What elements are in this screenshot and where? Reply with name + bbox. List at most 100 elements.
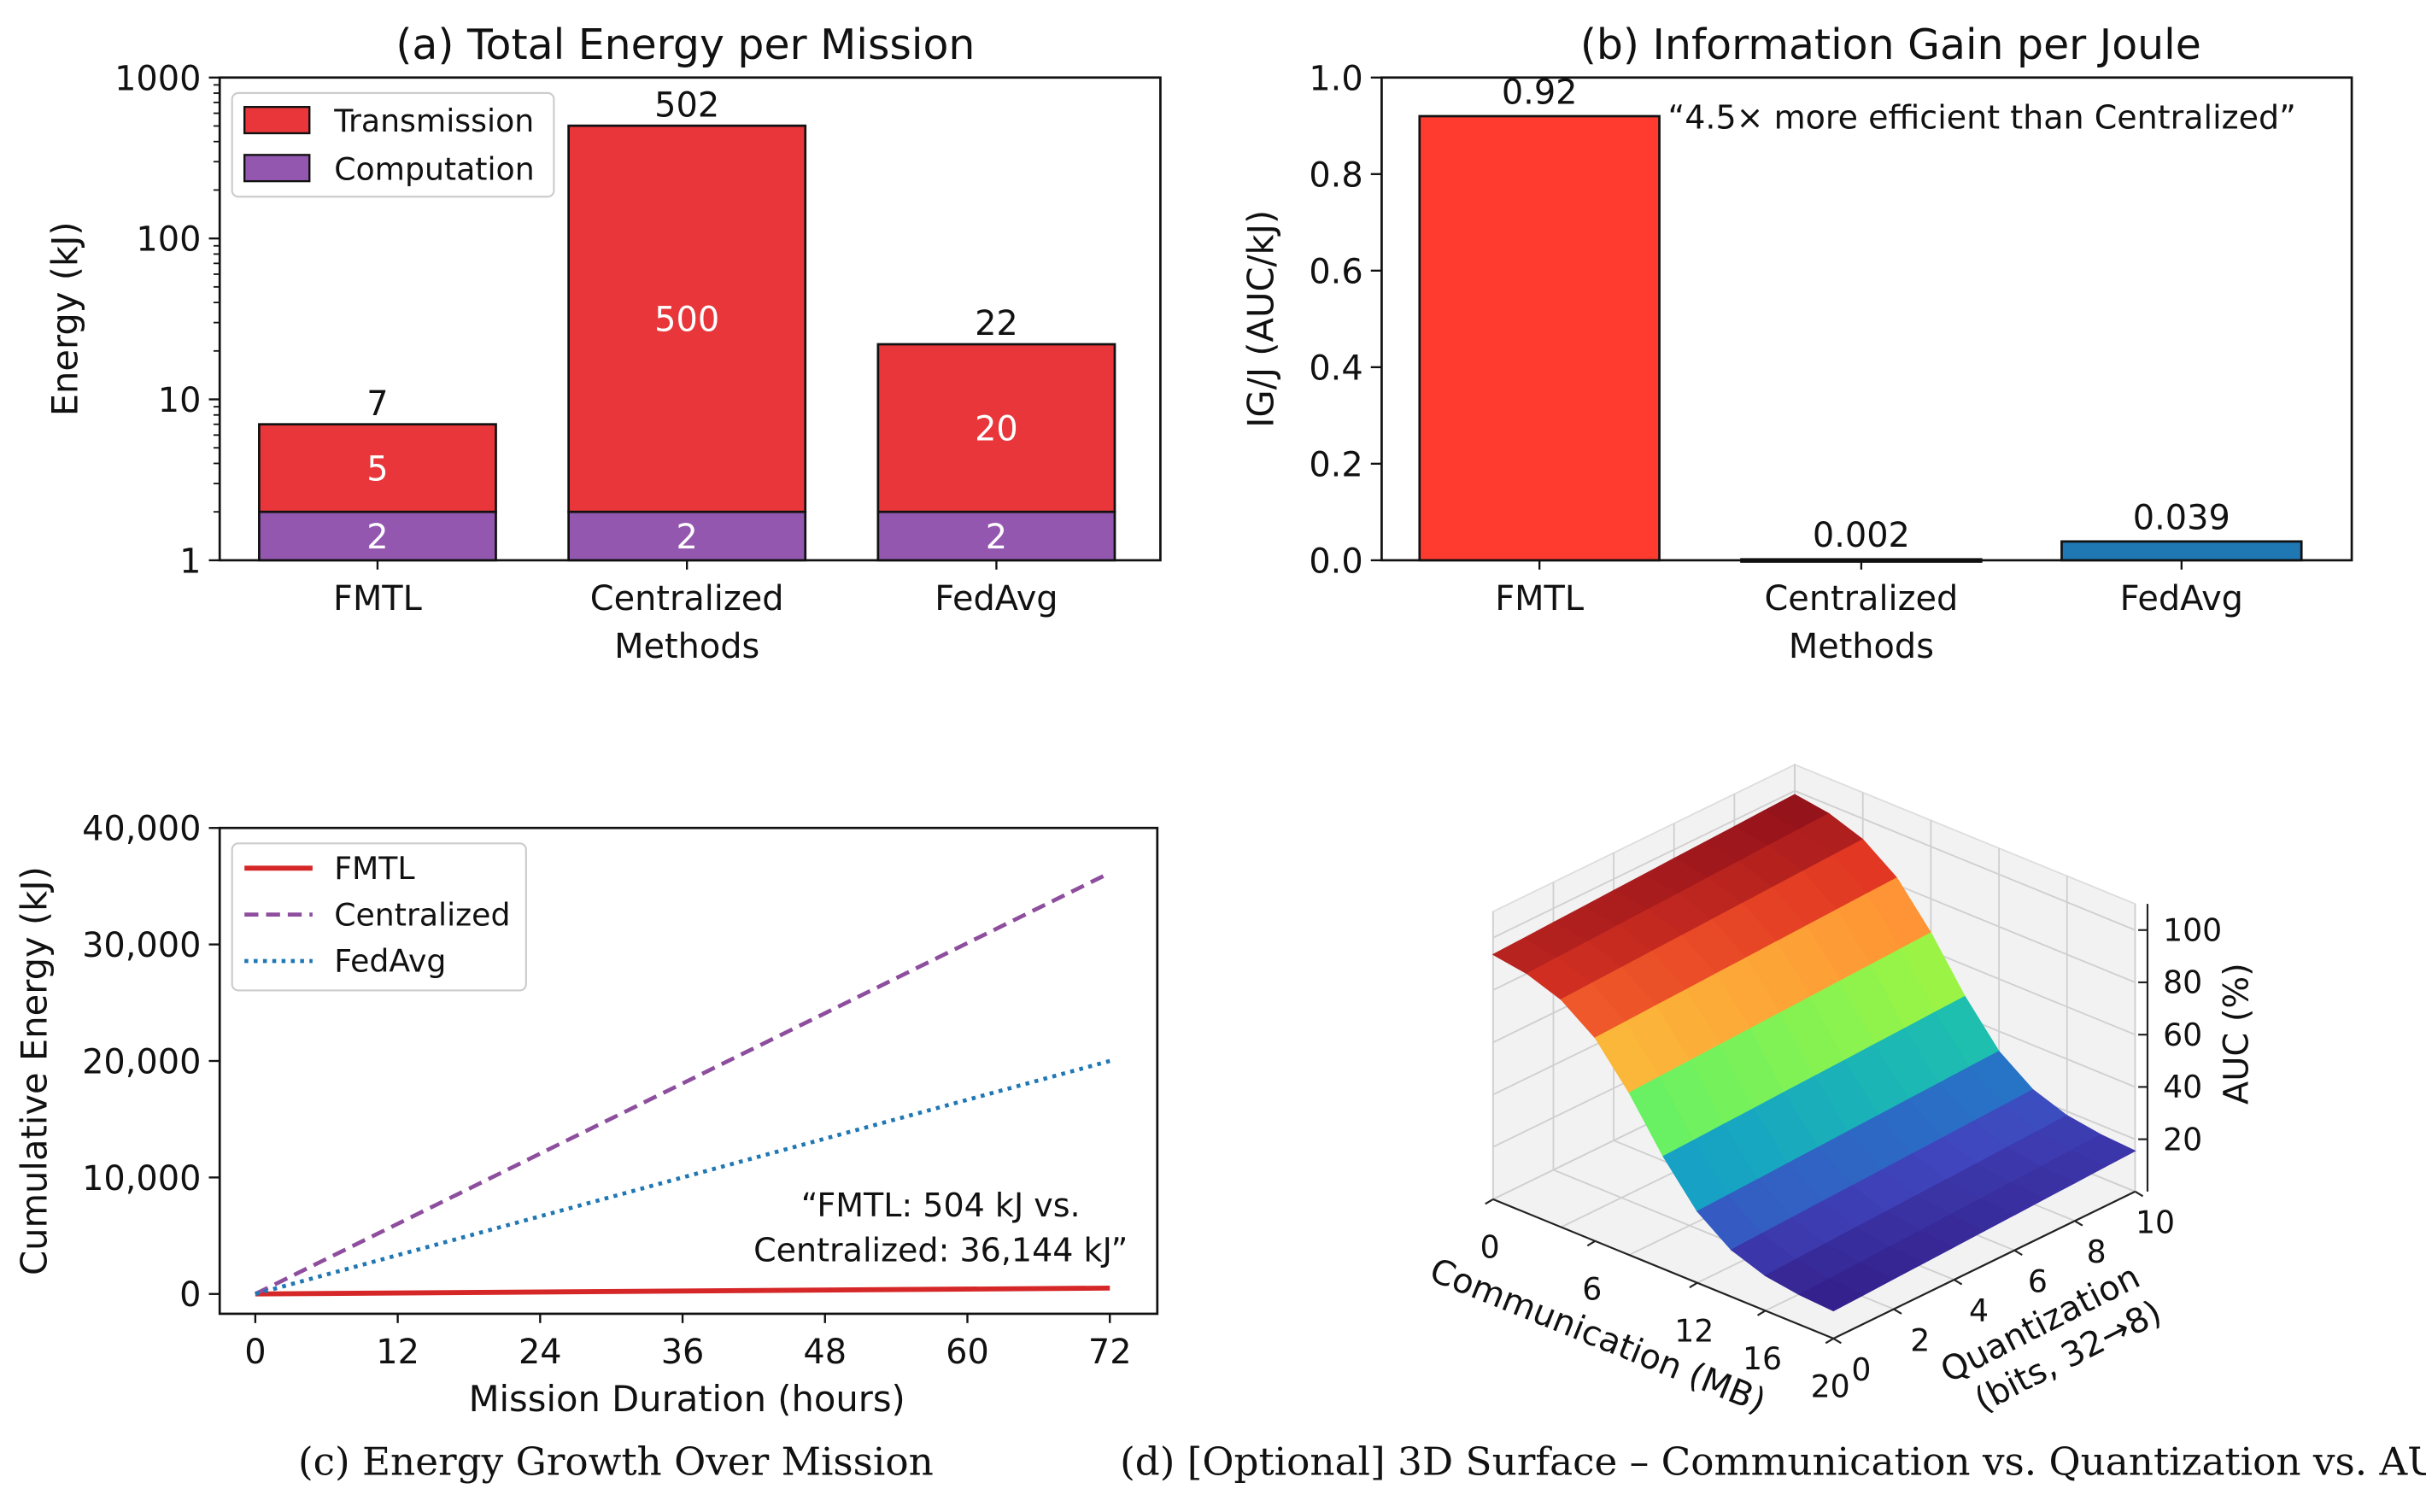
y-tick-label: 1000 [114,59,201,98]
annotation: “FMTL: 504 kJ vs. [801,1187,1081,1224]
x-tick-label: 12 [1674,1313,1714,1350]
bar-total-label: 7 [366,384,388,424]
legend-label: FMTL [334,850,414,887]
x-tick [1586,1239,1596,1247]
z-tick-label: 20 [2163,1121,2202,1157]
y-tick [2134,1190,2144,1198]
y-tick-label: 4 [1969,1292,1989,1329]
bar-transmission [876,343,1116,513]
legend-label: FedAvg [334,943,446,980]
bar-segment-label: 500 [654,301,719,340]
legend-label: Computation [334,150,534,187]
panel-caption: (d) [Optional] 3D Surface – Communicatio… [1120,1439,2426,1484]
y-tick [1893,1308,1902,1315]
y-tick-label: 2 [1910,1322,1930,1358]
chart-title: (b) Information Gain per Joule [1580,21,2201,69]
y-tick-label: 0.4 [1309,349,1362,388]
bar-segment-label: 2 [366,518,388,557]
legend-label: Centralized [334,896,510,933]
legend-frame [231,91,555,198]
panel-caption: (c) Energy Growth Over Mission [298,1439,934,1484]
y-tick-label: 10,000 [82,1159,201,1198]
y-axis-line [1832,1190,2136,1339]
legend-label: Transmission [333,103,534,139]
bar-value-label: 0.92 [1502,73,1578,112]
x-tick-label: 48 [803,1333,847,1372]
bar [2060,540,2303,562]
y-tick-label: 0 [1851,1351,1871,1388]
x-axis-label: Mission Duration (hours) [469,1378,905,1420]
y-tick-label: 0.2 [1309,445,1362,484]
x-tick [1689,1281,1698,1289]
x-tick-label: Methods [1789,627,1934,666]
chart-title: (a) Total Energy per Mission [396,21,975,69]
x-tick-label: 20 [1811,1368,1850,1405]
y-tick-label: 0.6 [1309,252,1362,291]
z-tick-label: 60 [2163,1017,2202,1053]
z-tick-label: 80 [2163,964,2202,1001]
bar-value-label: 0.002 [1813,516,1910,555]
x-tick-label: 0 [244,1333,266,1372]
y-tick-label: 0.0 [1309,542,1362,581]
y-tick-label: 1 [179,542,201,581]
grid-line [1794,789,2136,931]
y-tick-label: 8 [2087,1234,2107,1270]
y-tick-label: 1.0 [1309,59,1362,98]
y-tick [2013,1249,2023,1257]
bar-value-label: 0.039 [2133,498,2230,537]
x-tick-label: Methods [614,627,759,666]
legend: FMTL Centralized FedAvg [231,842,527,992]
bar [1418,114,1661,562]
bar-segment-label: 20 [975,410,1018,449]
bar-total-label: 22 [975,304,1018,343]
bar-transmission [258,423,497,513]
y-tick-label: 0.8 [1309,155,1362,195]
x-tick-label: 60 [946,1333,989,1372]
x-tick-label: 24 [519,1333,562,1372]
y-tick-label: 100 [136,220,201,260]
series-line-centralized [254,870,1111,1296]
legend: Transmission Computation [231,91,555,198]
y-axis-label: Cumulative Energy (kJ) [13,866,55,1275]
y-axis-label: IG/J (AUC/kJ) [1240,210,1282,428]
y-tick [1954,1279,1963,1286]
y-tick-label: 10 [2136,1204,2175,1241]
x-tick-label: Centralized [590,579,784,618]
y-tick-label: 6 [2028,1263,2048,1300]
x-tick [1485,1198,1494,1205]
bar-segment-label: 5 [366,449,388,489]
bar-total-label: 502 [654,85,719,125]
y-tick-label: 20,000 [82,1042,201,1081]
x-tick-label: FMTL [1495,579,1584,618]
y-tick [1832,1337,1842,1345]
panel-a-energy-per-mission: (a) Total Energy per Mission 2 5 7 FMTL 2 500 5… [44,21,1162,666]
surface-patch [1798,1278,1865,1312]
annotation: Centralized: 36,144 kJ” [753,1231,1128,1269]
x-tick-label: FedAvg [935,579,1058,618]
bar-computation [258,510,497,562]
x-tick-label: 12 [376,1333,419,1372]
legend-swatch-computation [243,154,311,183]
y-tick-label: 30,000 [82,926,201,965]
x-tick-label: 72 [1088,1333,1132,1372]
y-tick [2074,1220,2083,1227]
bar-segment-label: 2 [677,518,698,557]
x-tick-label: 36 [661,1333,705,1372]
y-axis-label: Energy (kJ) [44,221,86,416]
legend-frame [231,842,527,992]
y-tick-label: 40,000 [82,810,201,849]
x-tick [1756,1310,1767,1316]
x-tick-label: 16 [1743,1340,1782,1377]
legend-swatch-transmission [243,106,311,135]
y-tick-label: 0 [179,1275,201,1315]
bar-transmission [567,124,807,513]
grid-line [1492,789,1796,939]
z-tick-label: 100 [2163,911,2222,948]
axes-frame [218,826,1159,1316]
axes-frame [218,76,1162,562]
x-tick-label: FedAvg [2120,579,2243,618]
bar-segment-label: 2 [986,518,1007,557]
panel-c-energy-growth: 0 12 24 36 48 60 72 0 10,000 20,000 30,000 40,000 Mi… [13,810,1159,1484]
